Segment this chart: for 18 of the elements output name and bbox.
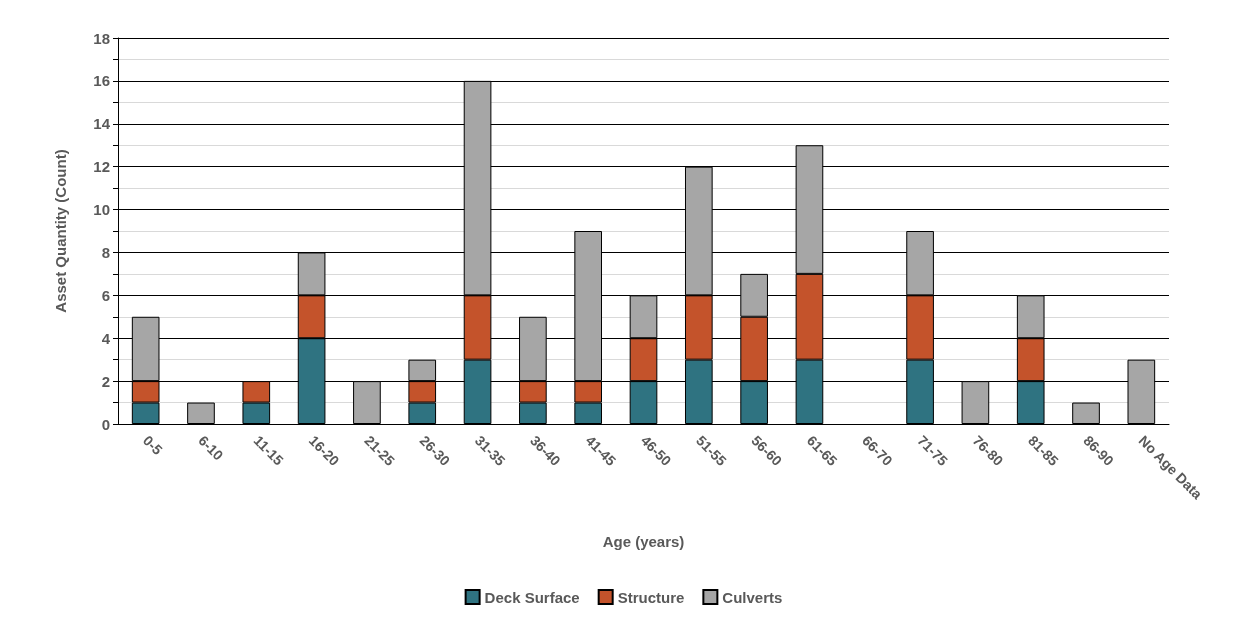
y-tick-label: 2 — [101, 372, 110, 390]
legend-label: Structure — [617, 588, 685, 606]
y-tick-label: 18 — [93, 29, 110, 47]
y-tick-label: 10 — [93, 201, 110, 219]
x-tick-label: 0-5 — [140, 432, 166, 459]
legend-label: Culverts — [722, 588, 783, 606]
y-tick-label: 8 — [101, 243, 110, 261]
y-tick-label: 16 — [93, 72, 110, 90]
bar — [1072, 402, 1100, 424]
y-tick-label: 6 — [101, 286, 110, 304]
legend-label: Deck Surface — [484, 588, 580, 606]
y-tick-label: 0 — [101, 415, 110, 433]
y-axis-title: Asset Quantity (Count) — [52, 149, 69, 313]
y-tick-label: 14 — [93, 115, 111, 133]
x-axis-title: Age (years) — [602, 533, 685, 550]
bar — [187, 402, 215, 424]
y-tick-label: 4 — [101, 329, 111, 347]
y-tick-label: 12 — [93, 158, 110, 176]
